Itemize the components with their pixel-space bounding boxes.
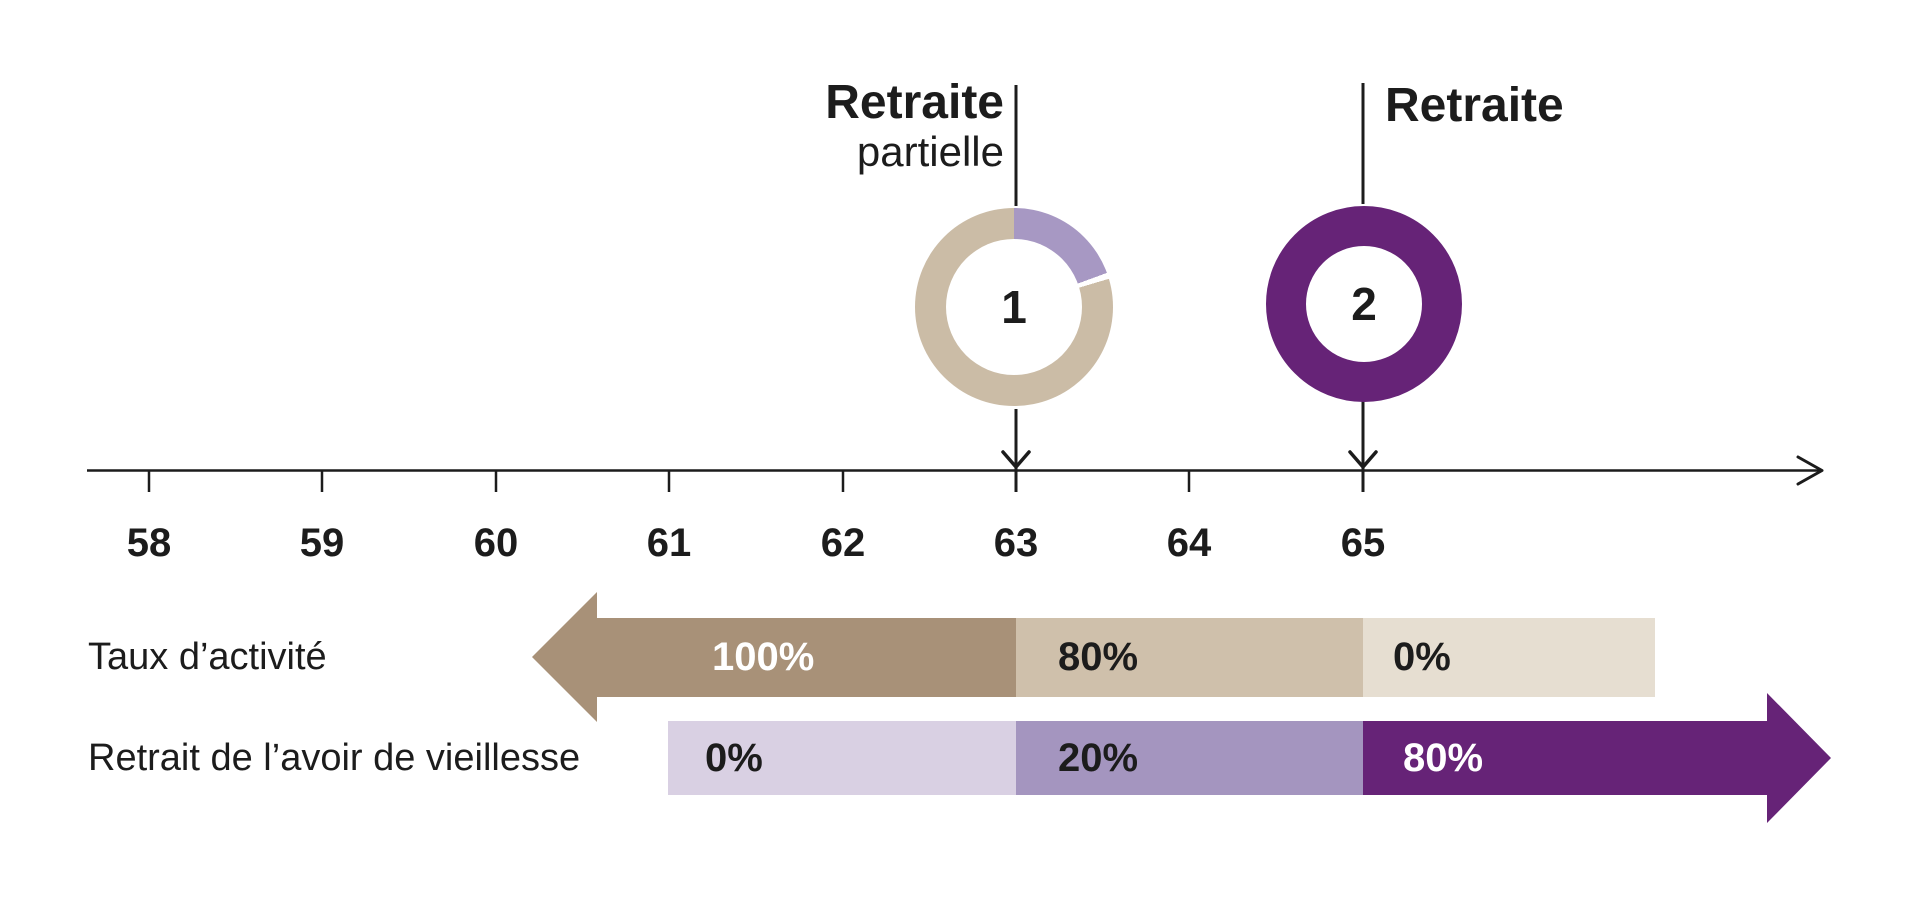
axis-tick-label-61: 61 <box>646 521 692 565</box>
activity-segment-80-label: 80% <box>1058 635 1139 679</box>
partial-retirement-label: Retraite partielle <box>604 76 1004 176</box>
withdrawal-segment-20-label: 20% <box>1058 735 1139 780</box>
donut-chart-full-retirement: 2 <box>1266 206 1462 402</box>
withdrawal-segment-80-label: 80% <box>1403 735 1484 780</box>
event-line-63 <box>1001 85 1031 492</box>
down-arrowhead-icon <box>1001 450 1031 469</box>
withdrawal-segment-20: 20% <box>1016 721 1363 795</box>
retirement-label: Retraite <box>1385 78 1805 133</box>
axis-tick-label-65: 65 <box>1340 521 1386 565</box>
axis-tick-label-60: 60 <box>473 521 519 565</box>
activity-segment-0: 0% <box>1363 618 1655 697</box>
donut-number-2: 2 <box>1351 278 1377 330</box>
withdrawal-segment-0-label: 0% <box>705 735 763 780</box>
partial-retirement-subtitle: partielle <box>856 128 1004 176</box>
withdrawal-segment-0: 0% <box>668 721 1016 795</box>
donut-hole <box>946 239 1082 375</box>
axis-tick-label-58: 58 <box>126 521 172 565</box>
donut-chart-partial-retirement: 1 <box>915 208 1113 406</box>
axis-arrowhead-icon <box>1796 455 1824 486</box>
down-arrowhead-icon <box>1348 450 1378 469</box>
activity-bar-left-arrowhead-icon <box>532 592 597 722</box>
axis-tick-label-64: 64 <box>1166 521 1212 565</box>
withdrawal-segment-80: 80% <box>1363 721 1767 795</box>
activity-rate-row-label: Taux d’activité <box>88 636 327 678</box>
activity-segment-80: 80% <box>1016 618 1363 697</box>
partial-retirement-title: Retraite <box>825 76 1004 129</box>
withdrawal-bar-right-arrowhead-icon <box>1767 693 1831 823</box>
activity-segment-0-label: 0% <box>1393 635 1451 679</box>
axis-tick-label-62: 62 <box>820 521 866 565</box>
activity-segment-100: 100% <box>597 618 1016 697</box>
axis-tick-label-63: 63 <box>993 521 1039 565</box>
retirement-title: Retraite <box>1385 79 1564 132</box>
withdrawal-row-label: Retrait de l’avoir de vieillesse <box>88 737 581 779</box>
activity-segment-100-label: 100% <box>712 635 815 679</box>
donut-number-1: 1 <box>1001 281 1027 333</box>
axis-tick-label-59: 59 <box>299 521 345 565</box>
event-line-65 <box>1348 83 1378 492</box>
axis-ticks <box>147 470 1365 492</box>
